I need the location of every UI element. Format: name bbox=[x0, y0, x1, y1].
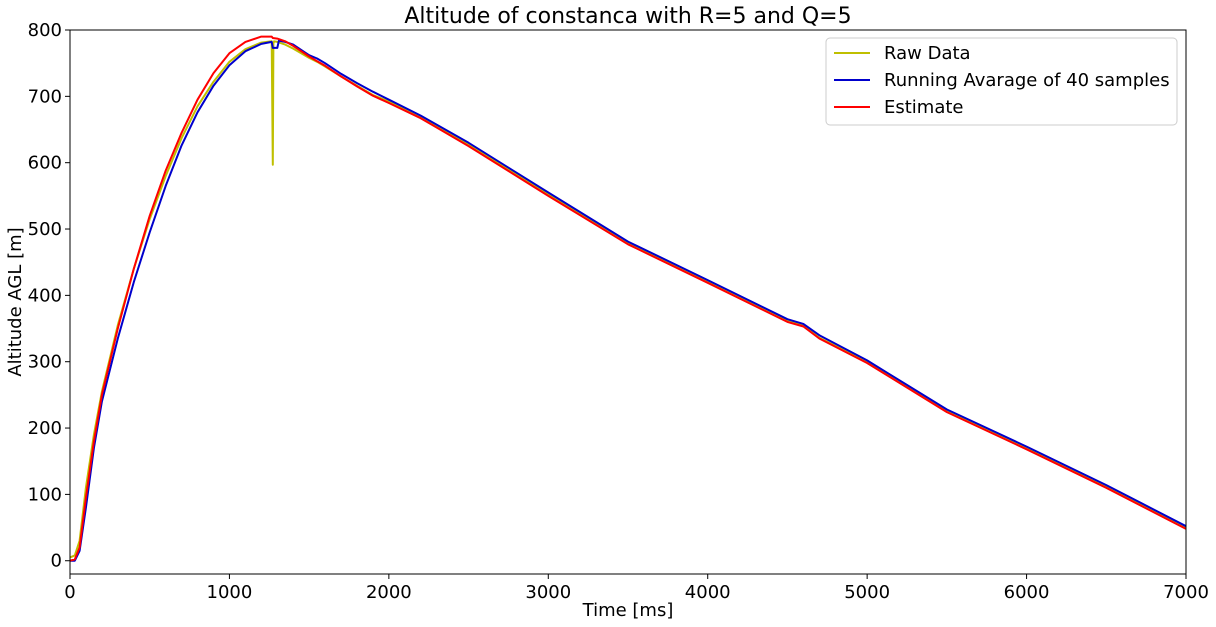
y-axis: 0 100 200 300 400 500 600 700 800 bbox=[28, 20, 70, 572]
legend: Raw Data Running Avarage of 40 samples E… bbox=[825, 37, 1178, 126]
plot-frame bbox=[69, 29, 1187, 575]
y-tick-label: 600 bbox=[28, 153, 62, 174]
y-tick-label: 500 bbox=[28, 219, 62, 240]
x-axis: 0 1000 2000 3000 4000 5000 6000 7000 bbox=[64, 574, 1209, 603]
y-tick-label: 200 bbox=[28, 418, 62, 439]
x-axis-label: Time [ms] bbox=[582, 600, 674, 621]
y-tick-label: 400 bbox=[28, 285, 62, 306]
y-axis-label: Altitude AGL [m] bbox=[5, 227, 26, 376]
x-tick-label: 1000 bbox=[207, 582, 253, 603]
chart-title: Altitude of constanca with R=5 and Q=5 bbox=[404, 4, 851, 29]
x-tick-label: 0 bbox=[64, 582, 75, 603]
y-tick-label: 100 bbox=[28, 484, 62, 505]
x-tick-label: 5000 bbox=[844, 582, 890, 603]
series-group bbox=[69, 35, 1187, 562]
x-tick-label: 2000 bbox=[366, 582, 412, 603]
series-line-2 bbox=[69, 35, 1187, 562]
x-tick-label: 4000 bbox=[685, 582, 731, 603]
x-tick-label: 3000 bbox=[525, 582, 571, 603]
y-tick-label: 300 bbox=[28, 352, 62, 373]
legend-label-running-average: Running Avarage of 40 samples bbox=[884, 70, 1170, 91]
legend-box bbox=[825, 37, 1178, 126]
legend-label-estimate: Estimate bbox=[884, 97, 964, 118]
y-tick-label: 800 bbox=[28, 20, 62, 41]
x-tick-label: 6000 bbox=[1004, 582, 1050, 603]
y-tick-label: 0 bbox=[51, 551, 62, 572]
y-tick-label: 700 bbox=[28, 86, 62, 107]
series-line-1 bbox=[70, 39, 1187, 562]
legend-label-raw-data: Raw Data bbox=[884, 43, 971, 64]
x-tick-label: 7000 bbox=[1163, 582, 1209, 603]
